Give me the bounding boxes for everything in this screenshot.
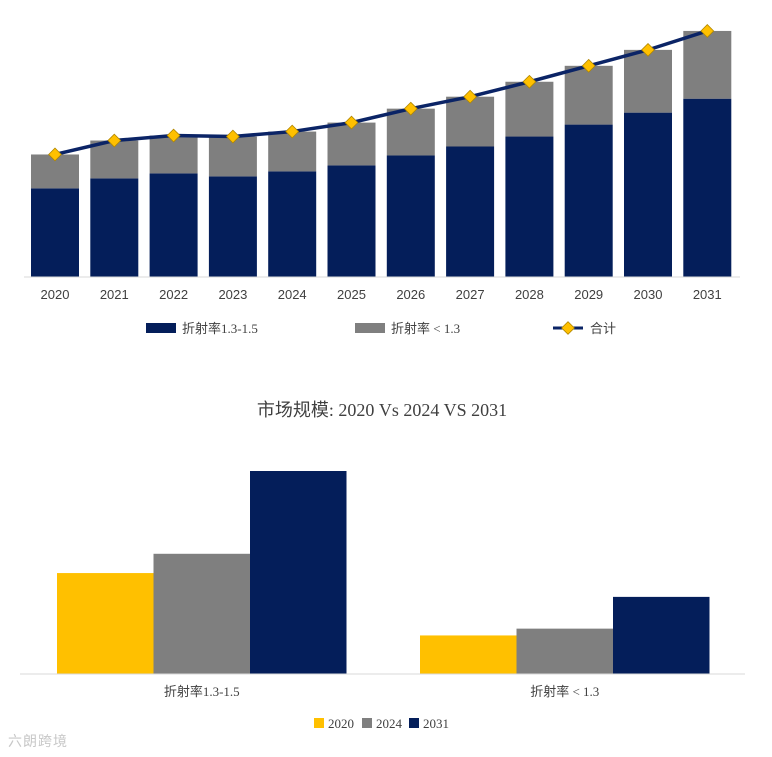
category-label-2: 折射率 < 1.3 — [530, 684, 599, 699]
legend-swatch-2020 — [314, 718, 324, 728]
total-marker-2023 — [225, 129, 240, 144]
total-marker-2028 — [522, 74, 537, 89]
total-marker-2026 — [403, 101, 418, 116]
bar-2024-group2 — [516, 628, 613, 674]
bar-series1-2027 — [446, 146, 495, 277]
legend-swatch-marker — [561, 321, 575, 335]
comparison-bar-chart: 市场规模: 2020 Vs 2024 VS 2031 折射率1.3-1.5 折射率… — [20, 400, 745, 731]
total-marker-2024 — [285, 124, 300, 139]
x-tick-2023: 2023 — [218, 287, 247, 302]
total-marker-2025 — [344, 115, 359, 130]
total-marker-2027 — [463, 89, 478, 104]
bar-series2-2029 — [564, 65, 613, 125]
bar-series2-2031 — [683, 30, 732, 99]
total-marker-2030 — [641, 42, 655, 57]
bar-series1-2024 — [268, 171, 317, 277]
total-marker-2020 — [48, 147, 62, 162]
chart2-title: 市场规模: 2020 Vs 2024 VS 2031 — [257, 400, 507, 420]
bar-series1-2026 — [386, 155, 435, 277]
x-tick-2026: 2026 — [396, 287, 425, 302]
legend-swatch-series2 — [355, 323, 385, 333]
chart2-legend: 2020 2024 2031 — [314, 716, 449, 731]
x-tick-2027: 2027 — [456, 287, 485, 302]
total-markers — [48, 24, 715, 162]
legend-swatch-2031 — [409, 718, 419, 728]
bar-2020-group2 — [420, 635, 517, 674]
total-marker-2029 — [581, 58, 596, 73]
legend-label-line: 合计 — [590, 321, 616, 336]
total-marker-2031 — [700, 24, 715, 38]
chart1-x-ticks: 2020 2021 2022 2023 2024 2025 2026 2027 2028 2029… — [41, 287, 722, 302]
x-tick-2020: 2020 — [41, 287, 70, 302]
x-tick-2030: 2030 — [634, 287, 663, 302]
bar-2031-group2 — [613, 596, 710, 674]
bar-series1-2021 — [90, 178, 139, 277]
bar-series1-2031 — [683, 98, 732, 277]
chart1-legend: 折射率1.3-1.5 折射率 < 1.3 合计 — [146, 321, 616, 336]
bar-series2-2030 — [624, 49, 672, 113]
legend-label-series1: 折射率1.3-1.5 — [182, 321, 258, 336]
x-tick-2028: 2028 — [515, 287, 544, 302]
x-tick-2031: 2031 — [693, 287, 722, 302]
chart1-bars — [31, 30, 732, 277]
bar-2024-group1 — [153, 553, 250, 674]
legend-label-2024: 2024 — [376, 716, 403, 731]
stacked-bar-line-chart: 2020 2021 2022 2023 2024 2025 2026 2027 2028 2029… — [24, 24, 740, 336]
bar-series2-2025 — [327, 122, 376, 166]
bar-series1-2023 — [208, 176, 257, 277]
legend-label-2020: 2020 — [328, 716, 354, 731]
bar-series1-2029 — [564, 124, 613, 277]
bar-series2-2027 — [446, 96, 495, 147]
total-line — [54, 29, 708, 157]
chart2-category-labels: 折射率1.3-1.5 折射率 < 1.3 — [164, 684, 599, 699]
bar-series1-2025 — [327, 165, 376, 277]
bar-series2-2026 — [386, 108, 435, 156]
x-tick-2021: 2021 — [100, 287, 129, 302]
legend-swatch-series1 — [146, 323, 176, 333]
x-tick-2024: 2024 — [278, 287, 307, 302]
legend-swatch-2024 — [362, 718, 372, 728]
total-marker-2021 — [107, 133, 122, 148]
x-tick-2029: 2029 — [574, 287, 603, 302]
bar-2020-group1 — [57, 573, 154, 674]
bar-series1-2020 — [31, 188, 79, 277]
chart2-bars — [57, 471, 710, 674]
bar-2031-group1 — [250, 471, 347, 674]
bar-series2-2028 — [505, 81, 554, 137]
x-tick-2025: 2025 — [337, 287, 366, 302]
bar-series1-2030 — [624, 112, 672, 277]
x-tick-2022: 2022 — [159, 287, 188, 302]
legend-label-series2: 折射率 < 1.3 — [391, 321, 460, 336]
bar-series1-2028 — [505, 136, 554, 277]
bar-series1-2022 — [149, 173, 198, 277]
watermark: 六朗跨境 — [8, 734, 68, 750]
legend-label-2031: 2031 — [423, 716, 449, 731]
category-label-1: 折射率1.3-1.5 — [164, 684, 240, 699]
total-marker-2022 — [166, 128, 181, 143]
